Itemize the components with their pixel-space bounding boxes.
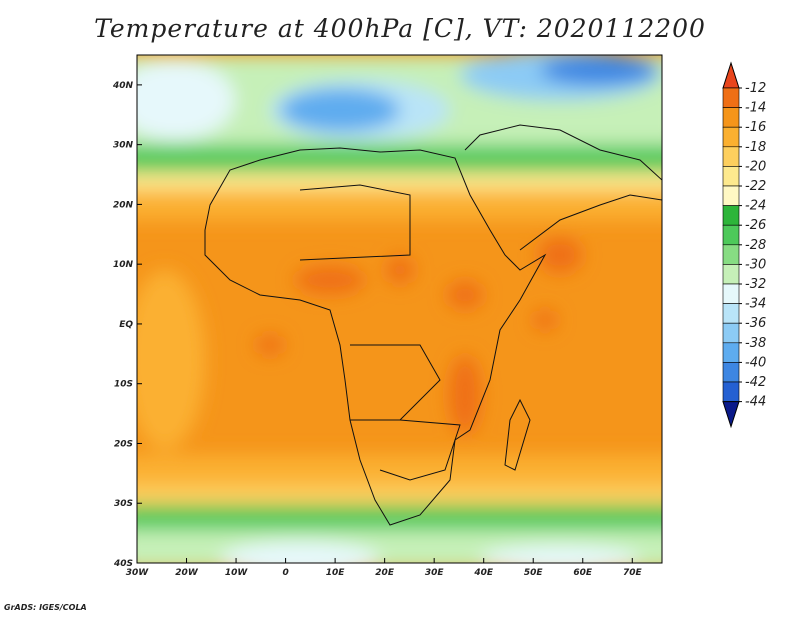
colorbar-label: -20 [745,159,766,174]
y-tick-label: 40S [113,559,133,569]
colorbar-swatch [722,126,740,148]
colorbar-label: -24 [745,199,766,214]
colorbar-label: -12 [745,81,766,96]
colorbar-swatch [722,185,740,206]
colorbar-swatch [722,205,740,226]
y-axis: 40N 30N 20N 10N EQ 10S 20S 30S 40S [112,81,142,569]
colorbar-label: -14 [745,101,766,116]
coastlines [204,124,662,526]
y-tick-label: 20S [114,439,133,449]
map-title: Temperature at 400hPa [C], VT: 202011220… [94,14,706,43]
colorbar-swatch [722,342,740,363]
x-tick-label: 30W [126,568,150,578]
colorbar-label: -42 [745,375,766,390]
y-tick-label: EQ [119,320,133,330]
x-tick-label: 20E [375,568,395,578]
y-tick-label: 20N [113,200,134,210]
colorbar: -12 -14 -16 -18 -20 -22 -24 -26 -28 -30 -32 -34 -36 -… [722,61,766,429]
x-tick-label: 30E [425,568,445,578]
x-tick-label: 0 [282,568,288,578]
colorbar-swatch [722,107,740,128]
colorbar-swatch [722,303,740,324]
x-tick-label: 10E [326,568,346,578]
colorbar-label: -26 [745,218,766,233]
colorbar-label: -34 [745,297,766,312]
credit-text: GrADS: IGES/COLA [4,603,87,612]
colorbar-label: -36 [745,316,766,331]
colorbar-label: -18 [745,140,766,155]
temperature-field [137,55,662,563]
colorbar-swatch [722,244,740,265]
plot-frame [136,54,663,564]
y-tick-label: 10S [114,380,133,390]
colorbar-label: -16 [745,120,766,135]
colorbar-swatch [722,283,740,304]
x-tick-label: 10W [225,568,249,578]
y-tick-label: 40N [112,81,134,91]
colorbar-arrow-top [722,61,740,89]
colorbar-label: -40 [745,355,766,370]
colorbar-label: -28 [745,238,766,253]
y-tick-label: 30S [114,499,133,509]
colorbar-label: -38 [745,336,766,351]
colorbar-swatch [722,146,740,167]
colorbar-swatch [722,166,740,187]
x-tick-label: 50E [524,568,544,578]
colorbar-arrow-bottom [722,401,740,429]
x-tick-label: 60E [573,568,593,578]
colorbar-swatch [722,87,740,108]
colorbar-label: -44 [745,395,766,410]
colorbar-swatch [722,224,740,246]
colorbar-swatch [722,362,740,383]
colorbar-label: -32 [745,277,766,292]
y-tick-label: 30N [113,141,134,151]
colorbar-label: -30 [745,257,766,272]
colorbar-label: -22 [745,179,766,194]
x-tick-label: 20W [175,568,199,578]
colorbar-swatch [722,264,740,285]
x-tick-label: 70E [623,568,643,578]
colorbar-swatch [722,322,740,344]
x-axis: 30W 20W 10W 0 10E 20E 30E 40E 50E 60E 70E [126,558,643,578]
x-tick-label: 40E [473,568,494,578]
y-tick-label: 10N [113,260,134,270]
colorbar-swatch [722,381,740,402]
